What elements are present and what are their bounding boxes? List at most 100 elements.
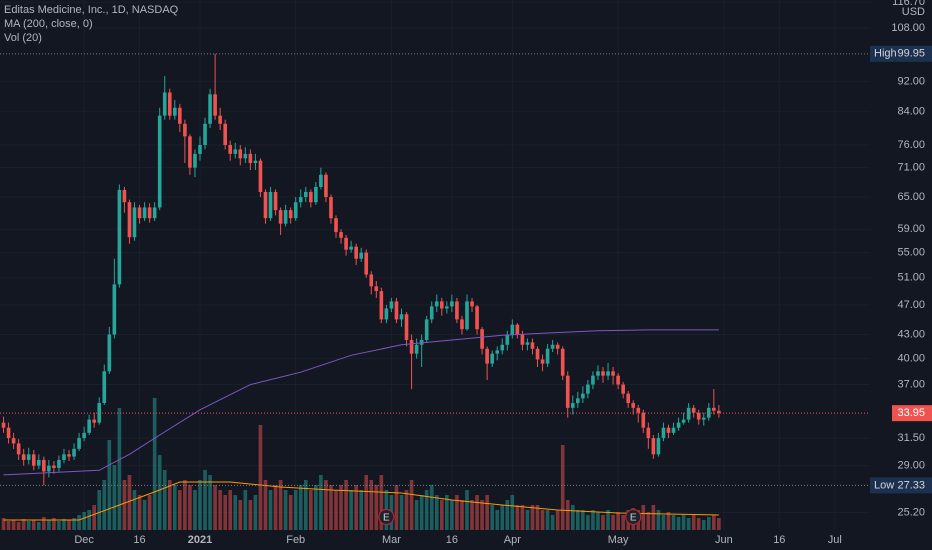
volume-bar	[666, 512, 671, 530]
currency: USD	[902, 6, 925, 18]
volume-bar	[374, 485, 379, 530]
volume-bar	[283, 490, 288, 530]
y-tick-label: 29.00	[897, 460, 925, 472]
volume-bar	[696, 518, 701, 530]
candle-body	[445, 306, 449, 309]
volume-bar	[107, 440, 112, 530]
volume-bar	[298, 485, 303, 530]
volume-bar	[233, 495, 238, 530]
candle-body	[717, 410, 721, 414]
candle-body	[1, 422, 6, 428]
overlay: High 99.95 Low 27.33 33.95 E E	[0, 45, 932, 526]
last-price-label: 33.95	[897, 407, 925, 419]
y-tick-label: 43.00	[897, 328, 925, 340]
volume-bar	[213, 485, 217, 530]
candle-body	[87, 419, 91, 433]
volume-bar	[147, 495, 152, 530]
x-tick-label: Jul	[828, 534, 842, 546]
candle-body	[596, 371, 600, 376]
volume-bar	[11, 520, 16, 530]
candle-body	[102, 371, 107, 404]
candle-body	[178, 107, 182, 124]
volume-bar	[67, 520, 71, 530]
candle-body	[691, 407, 696, 413]
volume-bar	[379, 475, 384, 530]
candle-body	[525, 342, 530, 345]
volume-bar	[87, 510, 91, 530]
candle-body	[218, 115, 222, 124]
candle-body	[455, 301, 459, 320]
chart-title: Editas Medicine, Inc., 1D, NASDAQ	[4, 4, 179, 16]
candle-body	[465, 301, 469, 330]
volume-bar	[490, 505, 494, 530]
candle-body	[701, 417, 706, 420]
volume-bar	[52, 518, 56, 530]
candle-body	[172, 107, 177, 116]
volume-bar	[47, 520, 51, 530]
marker-value: 99.95	[897, 48, 925, 60]
volume-bar	[404, 490, 409, 530]
candle-body	[293, 202, 298, 219]
volume-bar	[77, 515, 81, 530]
candle-body	[480, 329, 484, 349]
volume-bar	[520, 505, 525, 530]
volume-bar	[706, 517, 711, 530]
candle-body	[641, 412, 646, 428]
volume-bar	[183, 480, 187, 530]
volume-bar	[31, 520, 36, 530]
volume-bar	[530, 505, 535, 530]
candle-body	[16, 443, 21, 455]
volume-bar	[681, 515, 686, 530]
candle-body	[631, 403, 636, 408]
candle-body	[540, 359, 545, 364]
candle-body	[167, 92, 172, 116]
volume-bar	[409, 480, 414, 530]
volume-bar	[178, 490, 182, 530]
volume-bar	[596, 512, 600, 530]
y-tick-label: 51.00	[897, 272, 925, 284]
volume-bar	[329, 485, 333, 530]
candle-body	[671, 427, 676, 433]
marker-label: Low	[874, 479, 894, 491]
volume-bar	[248, 500, 253, 530]
candle-body	[268, 191, 273, 219]
volume-bar	[303, 480, 308, 530]
x-tick-label: 16	[133, 534, 145, 546]
y-tick-label: 76.00	[897, 139, 925, 151]
candle-body	[626, 393, 631, 404]
volume-bar	[545, 510, 550, 530]
candle-body	[72, 448, 76, 457]
candle-body	[31, 454, 36, 466]
indicator-line	[3, 481, 719, 521]
candle-body	[555, 344, 560, 349]
volume-bar	[92, 505, 97, 530]
candle-body	[42, 459, 46, 472]
candle-body	[601, 371, 605, 376]
candle-body	[485, 348, 489, 364]
volume-bar	[414, 500, 419, 530]
candle-body	[656, 438, 661, 455]
candle-body	[314, 186, 318, 203]
candle-body	[379, 291, 384, 320]
candle-body	[213, 94, 217, 116]
candle-body	[329, 197, 333, 219]
volume-bar	[424, 490, 429, 530]
volume-bar	[712, 515, 716, 530]
volume-bar	[82, 512, 86, 530]
marker-box	[870, 45, 932, 62]
candle-body	[651, 438, 656, 455]
volume-bar	[152, 398, 157, 530]
candle-body	[283, 210, 288, 224]
volume-bar	[419, 495, 424, 530]
candle-body	[36, 459, 41, 466]
candle-body	[581, 393, 585, 399]
candle-body	[364, 252, 369, 275]
y-tick-label: 47.00	[897, 299, 925, 311]
volume-bar	[198, 480, 202, 530]
price-pane	[1, 53, 721, 521]
volume-bar	[228, 490, 233, 530]
candle-body	[6, 427, 11, 439]
volume-bar	[102, 480, 107, 530]
candle-body	[666, 427, 671, 433]
candle-body	[439, 301, 444, 309]
